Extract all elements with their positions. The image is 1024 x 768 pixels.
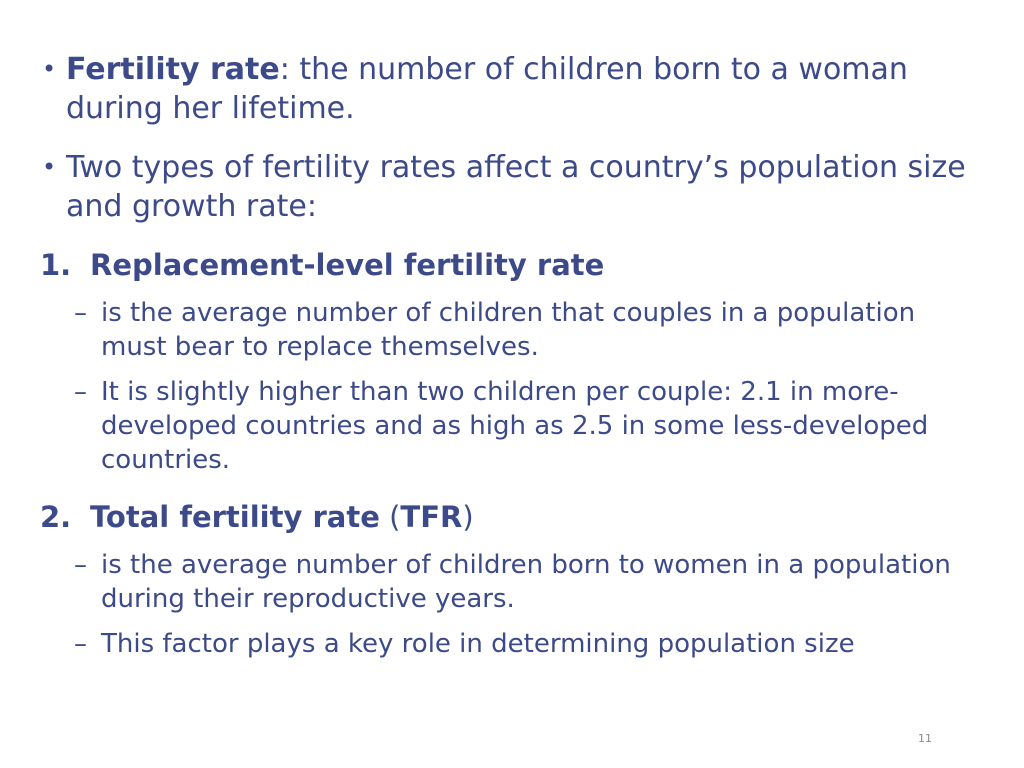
section-heading-tfr: 2. Total fertility rate (TFR) <box>40 498 474 536</box>
bullet-marker: • <box>42 153 57 181</box>
dash-marker: – <box>74 550 87 580</box>
abbreviation: TFR <box>400 500 463 534</box>
sub-item-text: It is slightly higher than two children … <box>101 377 929 475</box>
sub-item-text: This factor plays a key role in determin… <box>101 629 855 659</box>
section-number: 2. <box>40 500 72 534</box>
bullet-marker: • <box>42 55 57 83</box>
sub-item: – This factor plays a key role in determ… <box>74 627 984 661</box>
sub-item: – is the average number of children born… <box>74 548 984 616</box>
paren-close: ) <box>462 500 474 534</box>
section-number: 1. <box>40 248 72 282</box>
bullet-text: Fertility rate: the number of children b… <box>66 50 992 128</box>
bullet-text: Two types of fertility rates affect a co… <box>66 150 966 224</box>
term-fertility-rate: Fertility rate <box>66 52 280 87</box>
bullet-fertility-rate: • Fertility rate: the number of children… <box>42 50 992 128</box>
definition-text: : the number of children born to a woman… <box>66 52 908 126</box>
section-title: Replacement-level fertility rate <box>90 248 605 282</box>
paren-open: ( <box>379 500 401 534</box>
page-number: 11 <box>918 732 932 745</box>
dash-marker: – <box>74 629 87 659</box>
dash-marker: – <box>74 298 87 328</box>
sub-item-text: is the average number of children that c… <box>101 298 916 362</box>
sub-item-text: is the average number of children born t… <box>101 550 951 614</box>
sub-item: – is the average number of children that… <box>74 296 984 364</box>
bullet-two-types: • Two types of fertility rates affect a … <box>42 148 992 226</box>
dash-marker: – <box>74 377 87 407</box>
sub-item: – It is slightly higher than two childre… <box>74 375 984 477</box>
section-heading-replacement: 1. Replacement-level fertility rate <box>40 246 604 284</box>
section-title: Total fertility rate <box>90 500 380 534</box>
